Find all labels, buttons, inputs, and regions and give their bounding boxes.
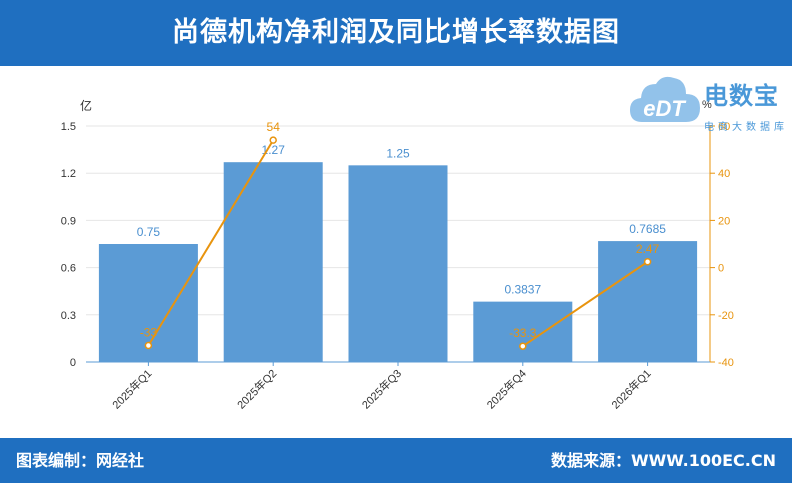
logo: eDT 电数宝 电商大数据库 — [628, 72, 788, 136]
line-point — [269, 136, 277, 144]
logo-badge-text: eDT — [643, 96, 686, 121]
x-tick-label: 2026年Q1 — [608, 366, 653, 411]
data-source: 数据来源：WWW.100EC.CN — [550, 451, 776, 470]
bar-series — [98, 162, 698, 362]
header-bar: 尚德机构净利润及同比增长率数据图 — [0, 0, 792, 66]
footer-bar: 图表编制：网经社 数据来源：WWW.100EC.CN — [0, 438, 792, 483]
bar-value-labels: 0.75 1.27 1.25 0.3837 0.7685 — [137, 143, 667, 296]
left-tick-label: 0.3 — [61, 310, 76, 322]
bar — [473, 301, 573, 362]
right-tick-label: 0 — [718, 263, 724, 275]
line-value-label: -33.3 — [509, 326, 537, 340]
left-tick-label: 1.5 — [61, 121, 76, 133]
bar-value-label: 0.7685 — [629, 222, 666, 236]
left-tick-label: 0.9 — [61, 215, 76, 227]
bar — [223, 162, 323, 362]
right-tick-label: -40 — [718, 357, 734, 369]
growth-line — [522, 260, 649, 348]
growth-line — [147, 139, 275, 346]
right-tick-label: 60 — [718, 121, 730, 133]
right-tick-label: 40 — [718, 168, 730, 180]
bar-value-label: 0.3837 — [504, 283, 541, 297]
right-axis-unit: % — [702, 99, 712, 111]
x-tick-label: 2025年Q2 — [234, 366, 279, 411]
bar-value-label: 1.25 — [386, 146, 410, 160]
logo-subtitle: 电商大数据库 — [704, 122, 788, 133]
cloud-logo-icon: eDT — [630, 76, 700, 122]
line-point — [144, 341, 153, 350]
line-series: -33 54 -33.3 2.47 — [140, 120, 660, 350]
page-title: 尚德机构净利润及同比增长率数据图 — [172, 17, 620, 48]
chart-editor: 图表编制：网经社 — [16, 451, 145, 470]
bar — [348, 165, 448, 362]
line-point — [643, 258, 652, 266]
right-tick-label: 20 — [718, 215, 730, 227]
line-point — [519, 342, 527, 350]
left-tick-label: 0 — [70, 357, 76, 369]
x-tick-label: 2025年Q1 — [109, 366, 154, 411]
logo-name: 电数宝 — [704, 82, 779, 110]
right-tick-label: -20 — [718, 310, 734, 322]
bar-value-label: 1.27 — [262, 143, 286, 157]
left-tick-label: 1.2 — [61, 168, 76, 180]
line-value-label: -33 — [140, 325, 158, 339]
bar-value-label: 0.75 — [137, 225, 161, 239]
left-axis-unit: 亿 — [80, 98, 92, 113]
left-tick-label: 0.6 — [61, 263, 76, 275]
x-tick-label: 2025年Q3 — [359, 366, 404, 411]
line-value-label: 2.47 — [636, 242, 660, 256]
line-value-label: 54 — [267, 120, 281, 134]
x-tick-label: 2025年Q4 — [484, 366, 529, 411]
